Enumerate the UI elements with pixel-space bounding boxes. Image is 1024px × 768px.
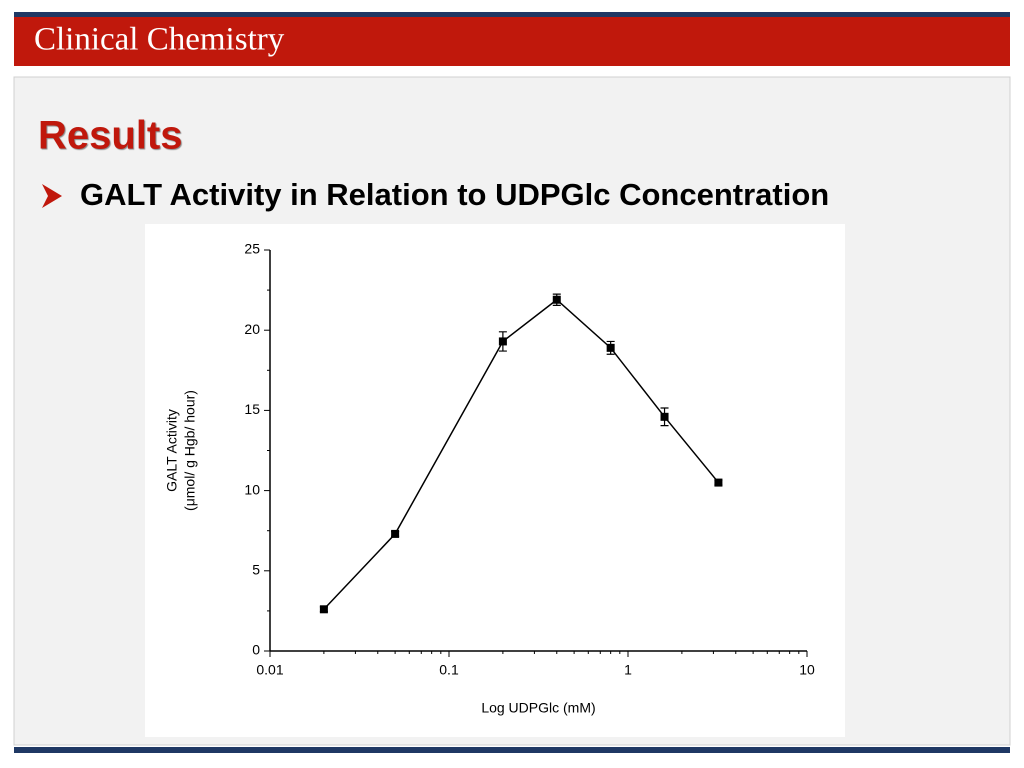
- data-point: [660, 412, 669, 421]
- x-tick-label: 1: [624, 662, 632, 678]
- top-strip: [14, 12, 1010, 17]
- data-point: [498, 337, 507, 346]
- y-tick-label: 20: [244, 321, 260, 337]
- data-point: [714, 478, 723, 487]
- data-point: [606, 343, 615, 352]
- y-tick-label: 15: [244, 401, 260, 417]
- data-point: [319, 605, 328, 614]
- x-tick-label: 0.1: [439, 662, 459, 678]
- y-axis-label: GALT Activity: [164, 409, 180, 492]
- y-tick-label: 10: [244, 481, 260, 497]
- chart: 0 5 10 15 20 25 0.01 0.1 1 10 Log UDPGlc (mM) GALT …: [164, 241, 815, 716]
- slide-title: Results: [38, 114, 183, 158]
- x-axis-label: Log UDPGlc (mM): [481, 700, 595, 716]
- data-point: [391, 529, 400, 538]
- y-tick-label: 5: [252, 562, 260, 578]
- x-tick-label: 0.01: [256, 662, 283, 678]
- x-tick-label: 10: [799, 662, 815, 678]
- bottom-strip: [14, 747, 1010, 753]
- y-tick-label: 25: [244, 241, 260, 257]
- header-band: [14, 17, 1010, 66]
- bullet-arrow: [42, 184, 62, 208]
- header-title: Clinical Chemistry: [34, 22, 285, 58]
- y-axis-label: (μmol/ g Hgb/ hour): [182, 390, 198, 511]
- data-point: [552, 295, 561, 304]
- bullet-text: GALT Activity in Relation to UDPGlc Conc…: [80, 177, 829, 212]
- y-tick-label: 0: [252, 642, 260, 658]
